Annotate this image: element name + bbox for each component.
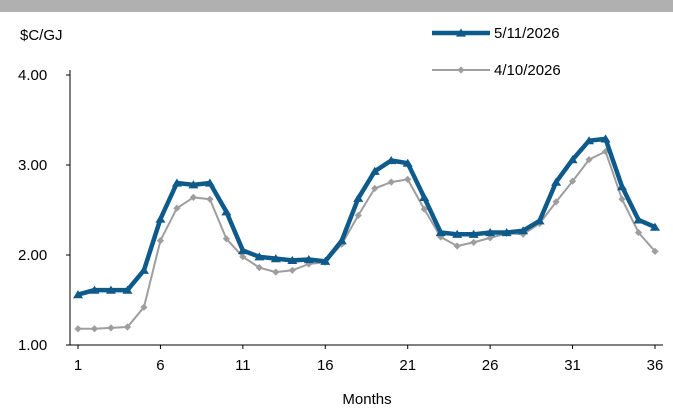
series-2-point xyxy=(486,234,494,242)
series-1-point xyxy=(501,228,512,237)
series-2-point xyxy=(552,198,560,206)
y-tick-label: 1.00 xyxy=(18,337,47,354)
series-2-point xyxy=(90,325,99,333)
series-1-point xyxy=(122,285,133,294)
series-2-point xyxy=(222,235,230,243)
series-2-point xyxy=(568,177,577,185)
series-1-point xyxy=(650,222,660,231)
x-tick-label: 31 xyxy=(564,357,581,374)
series-2-point xyxy=(140,303,148,311)
series-2-point xyxy=(601,147,610,156)
legend-marker-2 xyxy=(457,66,465,74)
legend-label-1: 5/11/2026 xyxy=(494,25,560,42)
series-2-point xyxy=(173,204,181,212)
series-1-point xyxy=(353,193,364,202)
series-1-point xyxy=(567,155,578,164)
series-2-point xyxy=(453,242,461,250)
series-1-point xyxy=(73,290,83,299)
series-1-point xyxy=(584,136,595,145)
x-tick-label: 21 xyxy=(399,357,416,374)
y-tick-label: 2.00 xyxy=(18,247,47,264)
series-2-point xyxy=(618,195,626,203)
series-1-point xyxy=(89,285,100,294)
series-1-point xyxy=(600,134,611,143)
series-2-point xyxy=(387,178,395,186)
series-1-point xyxy=(237,246,248,255)
series-1-point xyxy=(551,177,562,186)
x-tick-label: 6 xyxy=(156,357,164,374)
series-line-2 xyxy=(78,150,656,330)
x-axis-title: Months xyxy=(342,391,391,408)
series-2-point xyxy=(651,247,659,255)
series-1-point xyxy=(336,236,347,245)
series-2-point xyxy=(404,175,412,183)
series-1-point xyxy=(287,255,298,264)
series-2-point xyxy=(420,205,428,213)
series-line-1 xyxy=(77,136,656,297)
series-2-point xyxy=(239,253,247,261)
x-tick-label: 11 xyxy=(235,357,251,374)
series-1-point xyxy=(485,228,496,237)
series-1-point xyxy=(221,207,232,216)
legend-marker-1 xyxy=(456,28,466,37)
series-1-point xyxy=(204,178,215,187)
series-1-point xyxy=(303,255,314,264)
series-1-point xyxy=(402,158,413,167)
y-axis-title: $C/GJ xyxy=(20,27,63,44)
series-1-point xyxy=(468,229,479,238)
series-1-point xyxy=(254,252,265,261)
series-1-point xyxy=(188,180,199,189)
series-2-point xyxy=(470,238,478,246)
series-1-point xyxy=(369,166,380,175)
series-1-point xyxy=(452,229,463,238)
header-band xyxy=(0,0,673,12)
series-1-point xyxy=(105,285,116,294)
series-1-point xyxy=(633,215,644,224)
series-1-point xyxy=(270,254,281,263)
series-2-point xyxy=(634,228,643,237)
series-1-point xyxy=(617,182,628,191)
series-2-point xyxy=(255,264,263,272)
series-1-point xyxy=(419,192,430,201)
series-1-point xyxy=(518,226,529,235)
series-1-point xyxy=(386,156,397,165)
x-tick-label: 36 xyxy=(647,357,664,374)
series-2-point xyxy=(123,323,132,331)
series-2-point xyxy=(189,193,197,201)
series-1-point xyxy=(138,265,149,274)
series-1-point xyxy=(534,216,545,225)
series-1-point xyxy=(155,214,166,223)
series-2-point xyxy=(156,237,165,245)
x-tick-label: 16 xyxy=(317,357,334,374)
series-1-point xyxy=(171,178,182,187)
series-2-point xyxy=(585,156,593,164)
series-2-point xyxy=(288,266,296,274)
y-tick-label: 3.00 xyxy=(18,157,47,174)
series-2-point xyxy=(107,324,115,332)
y-tick-label: 4.00 xyxy=(18,67,47,84)
series-2-point xyxy=(74,325,82,333)
series-2-point xyxy=(354,211,362,219)
series-2-point xyxy=(206,195,214,203)
series-2-point xyxy=(272,268,280,276)
series-1-point xyxy=(435,228,446,237)
x-tick-label: 26 xyxy=(482,357,499,374)
x-tick-label: 1 xyxy=(74,357,82,374)
series-1-point xyxy=(320,256,331,265)
legend-label-2: 4/10/2026 xyxy=(494,62,561,79)
series-2-point xyxy=(371,184,379,192)
